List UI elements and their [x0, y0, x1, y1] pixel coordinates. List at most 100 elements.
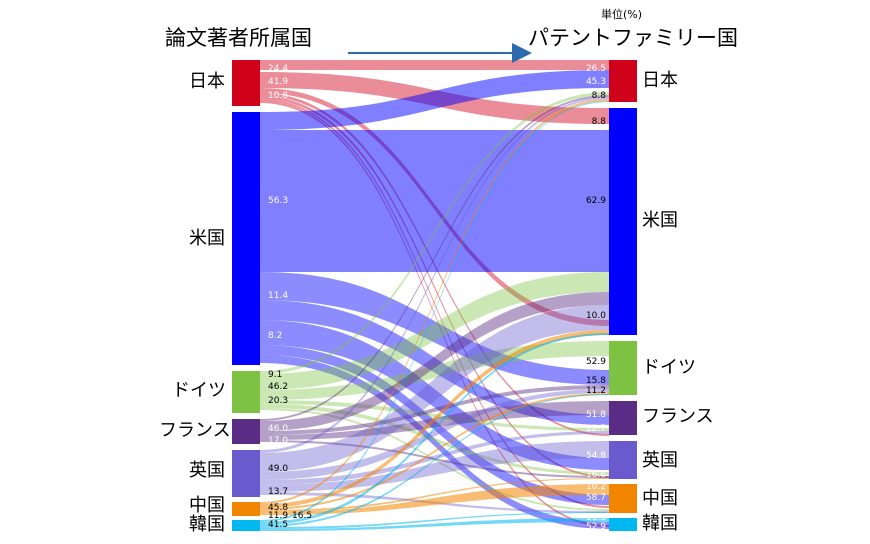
source-value-cn-1: 11.9: [268, 511, 288, 521]
nodes-layer: [232, 60, 637, 531]
target-value-kr-0: 52.9: [586, 522, 606, 532]
target-value-de-2: 11.2: [586, 386, 606, 396]
flow-de-to-fr: [260, 400, 609, 431]
flow-fr-to-uk: [260, 440, 609, 478]
target-value-fr-1: 12.7: [586, 424, 606, 434]
source-label-germany: ドイツ: [172, 380, 226, 401]
flow-jp-to-uk: [260, 96, 609, 478]
source-value-us-1: 11.4: [268, 291, 288, 301]
flow-jp-to-cn: [260, 99, 609, 508]
flow-us-to-kr: [260, 355, 609, 529]
flow-uk-to-us: [260, 305, 609, 472]
target-label-us: 米国: [642, 210, 678, 231]
flow-de-to-us: [260, 272, 609, 390]
flow-jp-to-jp: [260, 60, 609, 70]
flow-cn-to-de: [260, 393, 609, 510]
source-node-kr: [232, 520, 260, 531]
target-node-jp: [609, 60, 637, 102]
flow-kr-to-de: [260, 394, 609, 527]
target-value-us-0: 62.9: [586, 196, 606, 206]
source-value-us-0: 56.3: [268, 196, 288, 206]
source-value-cn-0: 45.8: [268, 503, 288, 513]
source-value-fr-0: 46.0: [268, 424, 288, 434]
target-value-uk-2: 10.2: [586, 482, 606, 492]
source-node-us: [232, 112, 260, 365]
source-label-uk: 英国: [189, 460, 225, 481]
flow-kr-to-cn: [260, 512, 609, 529]
target-node-us: [609, 108, 637, 335]
flow-uk-to-de: [260, 389, 609, 480]
source-value-jp-0: 24.4: [268, 64, 288, 74]
flow-fr-to-jp: [260, 95, 609, 421]
target-value-uk-0: 54.8: [586, 451, 606, 461]
source-label-china: 中国: [189, 495, 225, 516]
flow-uk-to-fr: [260, 431, 609, 485]
flow-cn-to-us: [260, 330, 609, 508]
source-value-fr-1: 17.0: [268, 436, 288, 446]
flow-us-to-cn: [260, 345, 609, 505]
flow-us-to-fr: [260, 300, 609, 425]
target-label-france: フランス: [642, 406, 714, 427]
target-value-jp-3: 8.8: [592, 117, 607, 127]
flow-uk-to-jp: [260, 97, 609, 453]
flow-us-to-us: [260, 130, 609, 272]
target-node-de: [609, 341, 637, 395]
target-label-uk: 英国: [642, 450, 678, 471]
source-value-uk-0: 49.0: [268, 464, 288, 474]
target-value-jp-2: 8.8: [592, 91, 607, 101]
flow-de-to-de: [260, 341, 609, 400]
source-value-de-0: 9.1: [268, 370, 282, 380]
source-value-de-1: 46.2: [268, 382, 288, 392]
source-node-jp: [232, 60, 260, 106]
target-node-kr: [609, 518, 637, 531]
flow-de-to-uk: [260, 404, 609, 475]
source-label-korea: 韓国: [189, 514, 225, 535]
target-label-korea: 韓国: [642, 513, 678, 534]
flow-us-to-uk: [260, 320, 609, 470]
source-value-jp-1: 41.9: [268, 77, 288, 87]
target-value-cn-1: 11.3: [586, 513, 606, 523]
target-node-cn: [609, 484, 637, 513]
source-value-jp-2: 10.8: [268, 91, 288, 101]
source-node-de: [232, 371, 260, 413]
flow-us-to-de: [260, 272, 609, 385]
target-value-us-1: 10.0: [586, 311, 606, 321]
flow-kr-to-jp: [260, 101, 609, 522]
flow-jp-to-kr: [260, 101, 609, 527]
target-value-fr-0: 51.8: [586, 410, 606, 420]
target-label-japan: 日本: [642, 70, 678, 91]
target-value-de-1: 15.8: [586, 376, 606, 386]
target-label-germany: ドイツ: [642, 357, 696, 378]
flow-de-to-jp: [260, 92, 609, 374]
source-value-uk-1: 13.7: [268, 487, 288, 497]
flow-us-to-jp: [260, 70, 609, 130]
target-value-jp-1: 45.3: [586, 77, 606, 87]
unit-label: 単位(%): [601, 8, 643, 21]
target-node-uk: [609, 441, 637, 479]
target-value-cn-0: 58.7: [586, 493, 606, 503]
target-value-uk-1: 16.6: [586, 470, 606, 480]
flows-layer: [260, 60, 609, 531]
source-label-france: フランス: [159, 420, 231, 441]
flow-fr-to-us: [260, 292, 609, 431]
target-value-jp-0: 26.5: [586, 64, 606, 74]
left-axis-title: 論文著者所属国: [165, 26, 312, 50]
flow-uk-to-uk: [260, 441, 609, 492]
source-node-fr: [232, 419, 260, 444]
source-value-kr-0: 41.5: [268, 520, 288, 530]
target-value-de-0: 52.9: [586, 357, 606, 367]
source-node-uk: [232, 450, 260, 497]
flow-kr-to-us: [260, 333, 609, 525]
flow-cn-to-cn: [260, 484, 609, 515]
right-axis-title: パテントファミリー国: [528, 26, 738, 50]
target-label-china: 中国: [642, 488, 678, 509]
flow-cn-to-jp: [260, 99, 609, 504]
source-value-cn-2: 16.5: [292, 511, 312, 521]
value-labels-layer: 24.4 41.9 10.8 56.3 11.4 8.2 9.1 46.2 20.3 46.0 17…: [268, 64, 606, 532]
flow-fr-to-de: [260, 385, 609, 435]
flow-cn-to-uk: [260, 478, 609, 512]
source-value-de-2: 20.3: [268, 396, 288, 406]
source-label-us: 米国: [189, 228, 225, 249]
flow-kr-to-kr: [260, 518, 609, 531]
